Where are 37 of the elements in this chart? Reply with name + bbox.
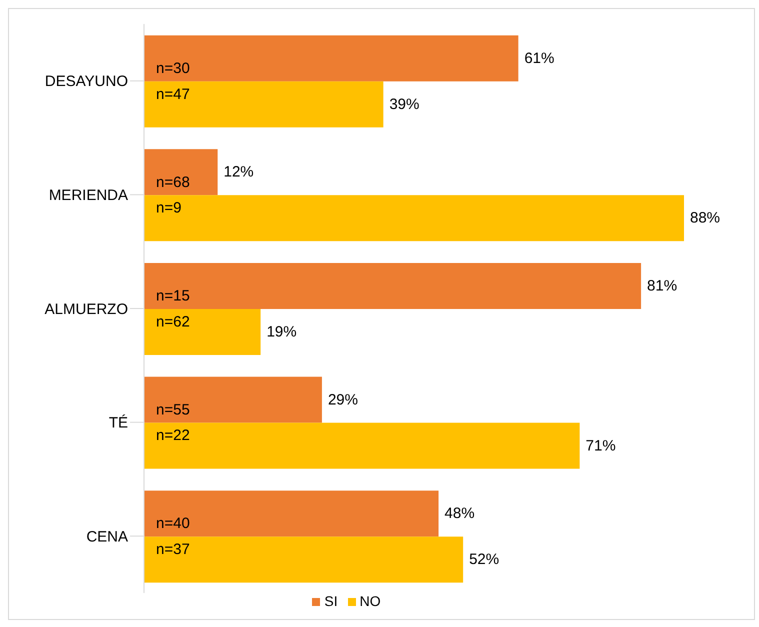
bar xyxy=(144,308,261,355)
data-label: 12% xyxy=(224,164,254,181)
legend-label: NO xyxy=(360,593,381,609)
annotation: n=9 xyxy=(156,200,182,217)
data-label: 61% xyxy=(524,50,554,67)
annotation: n=62 xyxy=(156,313,190,330)
y-tick-label: ALMUERZO xyxy=(44,300,128,318)
bar xyxy=(144,262,642,309)
annotation: n=55 xyxy=(156,401,190,418)
data-label: 48% xyxy=(444,505,475,522)
data-label: 52% xyxy=(469,551,500,568)
annotation: n=37 xyxy=(156,540,190,558)
bar xyxy=(144,490,439,537)
annotation: n=47 xyxy=(156,86,190,103)
annotation: n=22 xyxy=(156,427,190,444)
y-tick-label: MERIENDA xyxy=(48,187,128,204)
data-label: 29% xyxy=(328,391,358,408)
annotation: n=30 xyxy=(156,60,190,77)
y-tick-label: TÉ xyxy=(108,414,128,432)
y-tick-label: DESAYUNO xyxy=(44,73,128,90)
bar xyxy=(144,35,518,82)
bar xyxy=(144,376,322,423)
bar xyxy=(144,81,384,128)
data-label: 19% xyxy=(266,323,297,340)
legend-label: SI xyxy=(324,593,338,609)
annotation: n=68 xyxy=(156,174,190,191)
annotation: n=15 xyxy=(156,288,190,305)
data-label: 88% xyxy=(690,210,720,227)
bar xyxy=(144,195,684,242)
data-label: 71% xyxy=(586,437,616,454)
y-tick-label: CENA xyxy=(86,528,128,546)
data-label: 39% xyxy=(389,96,420,113)
annotation: n=40 xyxy=(156,515,190,532)
bar xyxy=(144,149,218,196)
data-label: 81% xyxy=(647,277,678,294)
bar xyxy=(144,536,464,583)
bar xyxy=(144,422,580,469)
